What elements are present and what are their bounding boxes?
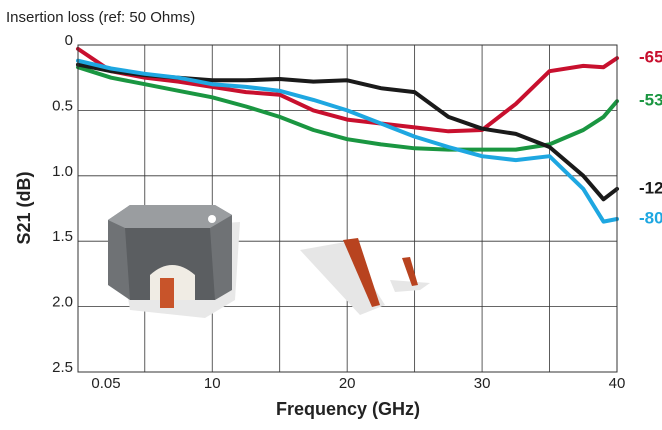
inductor-photo	[108, 205, 240, 318]
series-label: -802	[639, 208, 662, 227]
y-tick-label: 0.5	[52, 97, 73, 114]
x-tick-label: 30	[474, 375, 491, 392]
y-tick-label: 1.0	[52, 163, 73, 180]
y-tick-label: 2.5	[52, 359, 73, 376]
series-line	[76, 65, 619, 152]
y-tick-label: 2.0	[52, 294, 73, 311]
y-tick-label: 1.5	[52, 228, 73, 245]
x-tick-label: 40	[609, 375, 626, 392]
y-axis-label: S21 (dB)	[14, 171, 34, 244]
x-tick-label: 0.05	[91, 375, 120, 392]
y-tick-label: 0	[65, 32, 73, 49]
lines: -652 -531 -122 -802	[76, 46, 662, 227]
series-line	[76, 58, 619, 224]
x-tick-label: 10	[204, 375, 221, 392]
coil-photo	[300, 238, 430, 315]
chart-title: Insertion loss (ref: 50 Ohms)	[6, 9, 195, 26]
series-label: -122	[639, 178, 662, 197]
x-axis-label: Frequency (GHz)	[276, 399, 420, 419]
x-tick-label: 20	[339, 375, 356, 392]
series-label: -531	[639, 91, 662, 110]
series-label: -652	[639, 48, 662, 67]
series-line	[76, 46, 619, 134]
plot-frame	[77, 44, 618, 373]
